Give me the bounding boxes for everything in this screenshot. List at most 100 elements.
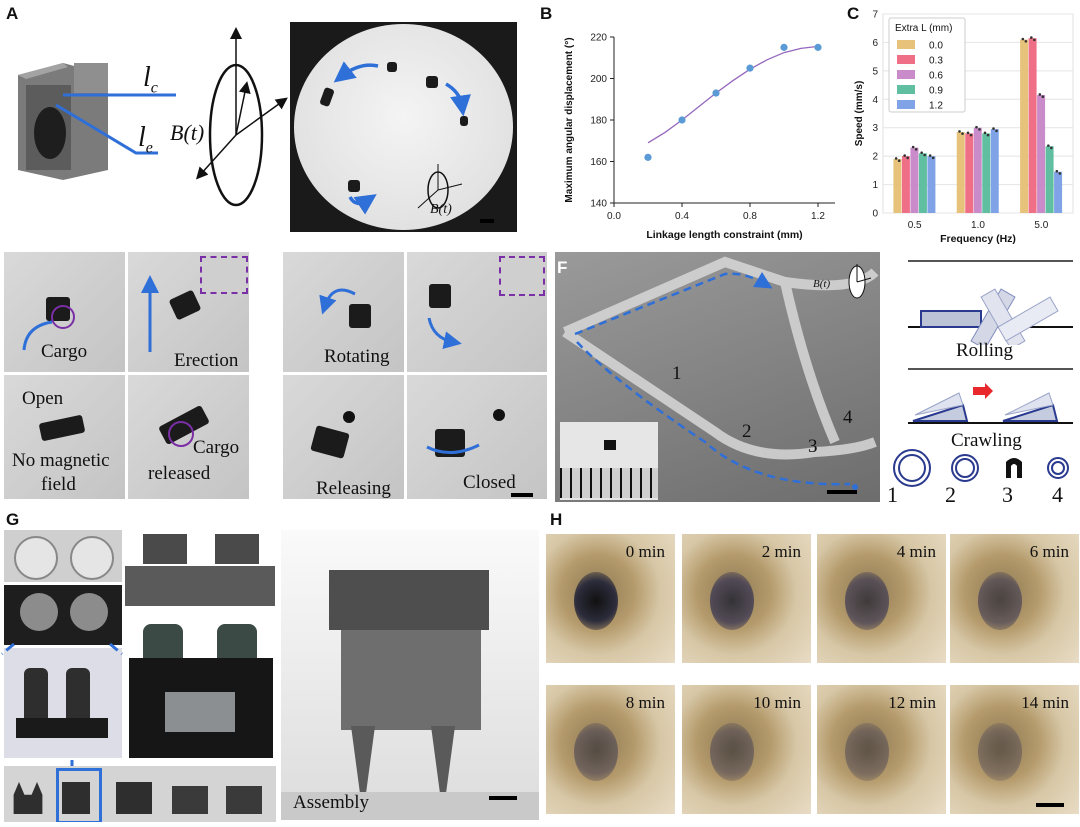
h-tile-4: 8 min xyxy=(546,685,675,814)
label-crawling: Crawling xyxy=(951,430,1022,451)
replicate-dot xyxy=(906,156,909,160)
replicate-dot xyxy=(958,130,961,133)
photo-e-rotating xyxy=(283,252,404,372)
h-tile-7: 14 min xyxy=(950,685,1079,814)
bar xyxy=(893,158,902,213)
bar xyxy=(990,129,999,213)
time-label: 8 min xyxy=(625,693,665,712)
label-assembly: Assembly xyxy=(293,792,369,813)
label-closed: Closed xyxy=(463,472,516,493)
robot-blob xyxy=(38,414,86,442)
panel-letter-g: G xyxy=(6,510,20,529)
legend-swatch xyxy=(897,100,915,109)
b-field-label-small: B(t) xyxy=(430,202,452,217)
label-cargo-2: Cargo xyxy=(193,437,240,458)
photo-g-mold-zoom xyxy=(4,648,122,758)
label-rolling: Rolling xyxy=(956,340,1014,361)
x-tick-label: 0.5 xyxy=(908,220,922,231)
time-label: 0 min xyxy=(625,542,665,561)
crawling-diagram xyxy=(908,368,1073,424)
path-number-1: 1 xyxy=(672,363,682,384)
label-no-magnetic: No magnetic xyxy=(12,450,110,471)
robot-blob xyxy=(460,116,468,126)
bar xyxy=(973,127,982,213)
path-number-2: 2 xyxy=(742,421,752,442)
b-field-label: B(t) xyxy=(170,120,205,145)
replicate-dot xyxy=(969,133,973,137)
inset-box xyxy=(499,256,545,296)
inset-ruler xyxy=(560,422,658,500)
label-open: Open xyxy=(22,388,64,409)
replicate-dot xyxy=(1021,37,1025,41)
robot-blob xyxy=(349,304,371,328)
replicate-dot xyxy=(961,132,964,135)
replicate-dot xyxy=(995,129,998,133)
replicate-dot xyxy=(923,153,926,157)
data-point xyxy=(780,43,788,51)
robot-blob xyxy=(348,180,360,192)
field-axes-diagram xyxy=(195,27,288,207)
y-tick-label: 1 xyxy=(872,180,878,191)
y-tick-label: 4 xyxy=(872,95,878,106)
photo-e-closed xyxy=(407,375,547,499)
label-erection: Erection xyxy=(174,350,239,371)
photo-d-released xyxy=(128,375,249,499)
label-cargo: Cargo xyxy=(41,341,88,362)
replicate-dot xyxy=(1058,172,1062,175)
photo-f-tube-network xyxy=(555,252,880,502)
replicate-dot xyxy=(1033,38,1036,42)
legend-entry: 0.9 xyxy=(929,86,943,97)
b-field-label-f: B(t) xyxy=(813,278,831,290)
legend-entry: 0.3 xyxy=(929,56,943,67)
photo-g-parts-row xyxy=(4,766,276,822)
photo-d-cargo xyxy=(4,252,125,372)
legend-swatch xyxy=(897,40,915,49)
replicate-dot xyxy=(928,154,932,157)
legend-number-3: 3 xyxy=(1002,482,1013,507)
y-tick-label: 5 xyxy=(872,66,878,77)
y-tick-label: 0 xyxy=(872,209,878,220)
panel-letter-a: A xyxy=(6,4,19,23)
replicate-dot xyxy=(911,145,915,149)
panel-letter-f: F xyxy=(557,258,568,277)
time-label: 2 min xyxy=(761,542,801,561)
zoom-guide-lines xyxy=(1,642,123,766)
x-tick-label: 0.4 xyxy=(675,211,689,222)
legend-number-1: 1 xyxy=(887,482,898,507)
replicate-dot xyxy=(897,159,901,162)
bar xyxy=(927,156,936,213)
scale-bar xyxy=(480,219,494,223)
path-number-4: 4 xyxy=(843,407,853,428)
x-tick-label: 1.0 xyxy=(971,220,985,231)
y-tick-label: 180 xyxy=(590,116,607,127)
h-tile-5: 10 min xyxy=(682,685,811,814)
x-tick-label: 5.0 xyxy=(1034,220,1048,231)
h-tile-2: 4 min xyxy=(817,534,946,663)
data-point xyxy=(678,116,686,124)
replicate-dot xyxy=(1030,36,1033,39)
legend-swatch xyxy=(897,85,915,94)
fit-curve xyxy=(647,45,819,144)
replicate-dot xyxy=(1038,93,1042,96)
scale-bar xyxy=(827,490,857,494)
y-tick-label: 6 xyxy=(872,38,878,49)
time-label: 4 min xyxy=(896,542,936,561)
h-tile-0: 0 min xyxy=(546,534,675,663)
replicate-dot xyxy=(1050,146,1053,150)
field-icon-f xyxy=(848,264,872,299)
label-releasing: Releasing xyxy=(316,478,391,499)
replicate-dot xyxy=(983,131,987,135)
time-label: 6 min xyxy=(1029,542,1069,561)
replicate-dot xyxy=(1041,95,1045,99)
cargo-ball xyxy=(493,409,505,421)
photo-g-mold-black xyxy=(4,585,122,645)
data-point xyxy=(814,43,822,51)
bar xyxy=(1054,171,1063,213)
time-label: 10 min xyxy=(753,693,801,712)
label-released: released xyxy=(148,463,211,484)
y-tick-label: 140 xyxy=(590,199,607,210)
data-point xyxy=(644,153,652,161)
replicate-dot xyxy=(914,148,918,151)
y-tick-label: 160 xyxy=(590,157,607,168)
scale-bar xyxy=(489,796,517,800)
